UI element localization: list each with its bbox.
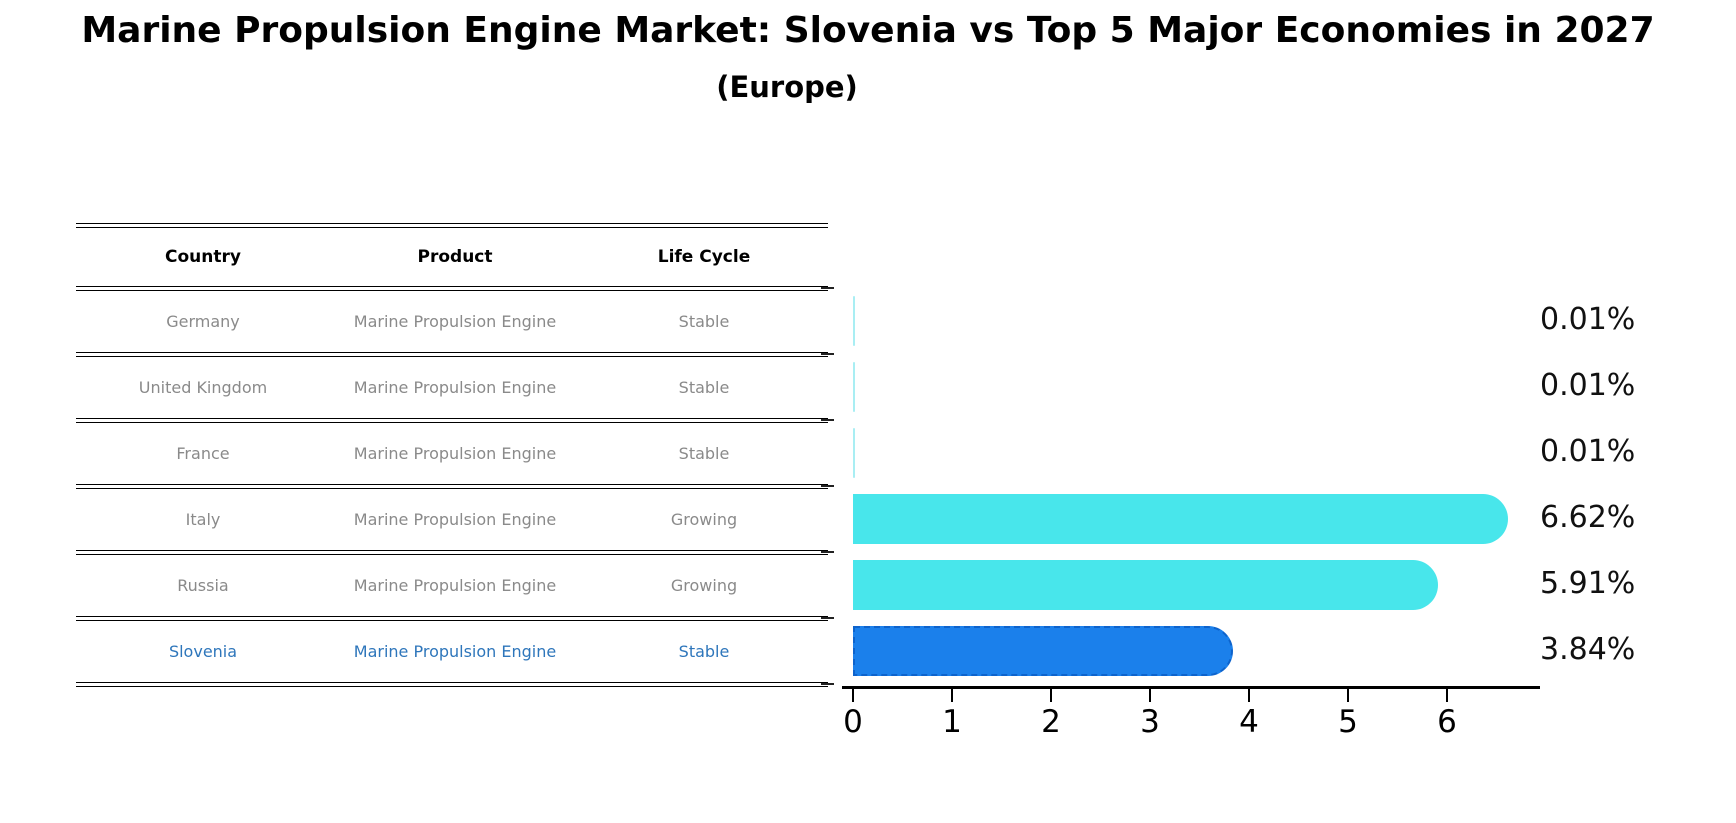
cell-product: Marine Propulsion Engine	[353, 311, 557, 331]
x-axis-tick	[1347, 688, 1349, 702]
bar-russia	[853, 560, 1438, 610]
bar-value-label: 0.01%	[1540, 434, 1636, 469]
x-axis-tick-label: 5	[1338, 704, 1358, 740]
table-separator-line	[76, 352, 828, 357]
x-axis-tick	[951, 688, 953, 702]
table-separator-line	[76, 223, 828, 228]
table-separator-line	[76, 682, 828, 687]
bar-value-label: 3.84%	[1540, 632, 1636, 667]
x-axis-tick-label: 6	[1437, 704, 1457, 740]
table-row: Germany Marine Propulsion Engine Stable	[76, 288, 828, 354]
table-header-product: Product	[417, 246, 493, 267]
x-axis-tick-label: 1	[942, 704, 962, 740]
bar-united-kingdom	[853, 362, 855, 412]
x-axis-tick	[852, 688, 854, 702]
cell-country: Italy	[185, 509, 221, 529]
cell-country: Slovenia	[168, 641, 238, 661]
bar-value-label: 0.01%	[1540, 368, 1636, 403]
y-axis-tick	[821, 617, 834, 619]
cell-life-cycle: Stable	[678, 377, 730, 397]
table-row: Slovenia Marine Propulsion Engine Stable	[76, 618, 828, 684]
cell-product: Marine Propulsion Engine	[353, 641, 557, 661]
cell-country: United Kingdom	[138, 377, 268, 397]
table-header-life-cycle: Life Cycle	[657, 246, 751, 267]
y-axis-tick	[821, 683, 834, 685]
table-separator-line	[76, 550, 828, 555]
y-axis-tick	[821, 353, 834, 355]
bar-germany	[853, 296, 855, 346]
x-axis-tick-label: 2	[1041, 704, 1061, 740]
x-axis-tick-label: 3	[1140, 704, 1160, 740]
table-row: United Kingdom Marine Propulsion Engine St…	[76, 354, 828, 420]
x-axis-tick-label: 0	[843, 704, 863, 740]
cell-life-cycle: Growing	[670, 509, 738, 529]
cell-product: Marine Propulsion Engine	[353, 575, 557, 595]
cell-life-cycle: Stable	[678, 443, 730, 463]
bar-value-label: 0.01%	[1540, 302, 1636, 337]
bar-italy	[853, 494, 1508, 544]
cell-life-cycle: Stable	[678, 311, 730, 331]
cell-product: Marine Propulsion Engine	[353, 377, 557, 397]
cell-country: France	[176, 443, 230, 463]
table-separator-line	[76, 616, 828, 621]
table-separator-line	[76, 418, 828, 423]
table-header-row: Country Product Life Cycle	[76, 225, 828, 288]
cell-product: Marine Propulsion Engine	[353, 509, 557, 529]
cell-product: Marine Propulsion Engine	[353, 443, 557, 463]
bar-slovenia	[853, 626, 1233, 676]
y-axis-tick	[821, 419, 834, 421]
cell-life-cycle: Growing	[670, 575, 738, 595]
x-axis-tick	[1248, 688, 1250, 702]
x-axis-tick	[1446, 688, 1448, 702]
chart-title: Marine Propulsion Engine Market: Sloveni…	[81, 10, 1655, 51]
cell-country: Germany	[166, 311, 240, 331]
table-header-country: Country	[165, 246, 241, 267]
chart-subtitle: (Europe)	[716, 70, 858, 104]
table-row: France Marine Propulsion Engine Stable	[76, 420, 828, 486]
table-row: Russia Marine Propulsion Engine Growing	[76, 552, 828, 618]
bar-value-label: 6.62%	[1540, 500, 1636, 535]
bar-value-label: 5.91%	[1540, 566, 1636, 601]
table-separator-line	[76, 484, 828, 489]
y-axis-tick	[821, 551, 834, 553]
bar-france	[853, 428, 855, 478]
x-axis-tick	[1149, 688, 1151, 702]
cell-life-cycle: Stable	[678, 641, 730, 661]
x-axis-tick-label: 4	[1239, 704, 1259, 740]
y-axis-tick	[821, 485, 834, 487]
x-axis-line	[842, 686, 1540, 689]
table-row: Italy Marine Propulsion Engine Growing	[76, 486, 828, 552]
cell-country: Russia	[177, 575, 229, 595]
x-axis-tick	[1050, 688, 1052, 702]
table-separator-line	[76, 286, 828, 291]
y-axis-tick	[821, 287, 834, 289]
